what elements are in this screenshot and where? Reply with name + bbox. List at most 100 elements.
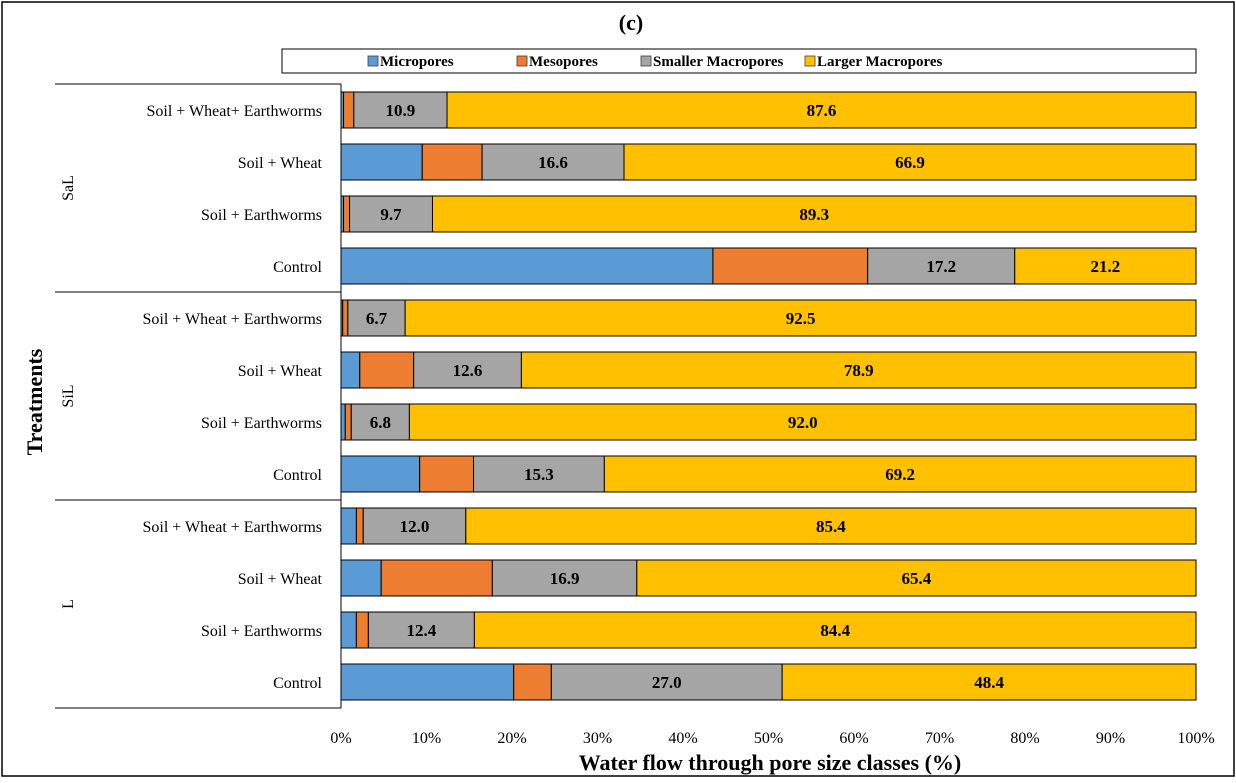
bar-segment (340, 403, 346, 441)
bar-segment (340, 611, 357, 649)
data-label: 48.4 (974, 673, 1004, 692)
x-tick-label: 40% (668, 730, 697, 747)
legend-label-larger-macropores: Larger Macropores (817, 54, 943, 70)
category-label: Control (273, 467, 322, 484)
bar-segment (340, 559, 382, 597)
data-label: 69.2 (885, 465, 915, 484)
bar-segment (355, 611, 369, 649)
legend-swatch-mesopores (516, 55, 528, 67)
x-tick-label: 20% (497, 730, 526, 747)
group-label: L (60, 599, 77, 609)
data-label: 92.0 (788, 413, 818, 432)
legend-label-mesopores: Mesopores (529, 54, 598, 70)
category-label: Soil + Wheat + Earthworms (143, 519, 323, 536)
legend-box (281, 48, 1197, 74)
bar-segment (421, 143, 483, 181)
legend-label-micropores: Micropores (380, 54, 454, 70)
data-label: 85.4 (816, 517, 846, 536)
y-axis-title: Treatments (22, 348, 47, 455)
bar-segment (350, 403, 410, 441)
bar-segment (359, 351, 415, 389)
chart-title: (c) (619, 10, 643, 35)
bar-segment (404, 299, 1197, 337)
category-label: Soil + Earthworms (201, 415, 322, 432)
bar-segment (446, 91, 1197, 129)
data-label: 10.9 (386, 101, 416, 120)
bar-segment (408, 403, 1197, 441)
data-label: 92.5 (786, 309, 816, 328)
bar-segment (623, 143, 1197, 181)
bar-segment (431, 195, 1197, 233)
bar-segment (342, 299, 349, 337)
data-label: 84.4 (820, 621, 850, 640)
data-label: 16.9 (550, 569, 580, 588)
category-label: Soil + Earthworms (201, 207, 322, 224)
category-label: Soil + Wheat+ Earthworms (147, 103, 323, 120)
bar-segment (355, 507, 364, 545)
bar-segment (340, 507, 357, 545)
bar-segment (520, 351, 1197, 389)
bar-segment (340, 247, 714, 285)
bar-segment (513, 663, 552, 701)
category-label: Soil + Wheat (238, 155, 323, 172)
bar-segment (362, 507, 467, 545)
bar-segment (344, 403, 352, 441)
x-tick-label: 10% (412, 730, 441, 747)
data-label: 66.9 (895, 153, 925, 172)
data-label: 65.4 (902, 569, 932, 588)
x-axis: 0% 10% 20% 30% 40% 50% 60% 70% 80% 90% 100% (330, 730, 1214, 747)
category-label: Control (273, 259, 322, 276)
bar-segment (340, 143, 423, 181)
data-label: 15.3 (524, 465, 554, 484)
bar-segment (419, 455, 475, 493)
legend-swatch-smaller-macropores (640, 55, 652, 67)
x-tick-label: 90% (1096, 730, 1125, 747)
bar-segment (473, 611, 1197, 649)
bar-segment (473, 455, 605, 493)
bar-segment (781, 663, 1197, 701)
bar-segment (340, 351, 361, 389)
data-label: 89.3 (799, 205, 829, 224)
bar-segment (712, 247, 869, 285)
x-tick-label: 30% (583, 730, 612, 747)
data-label: 12.4 (406, 621, 436, 640)
bar-segment (413, 351, 522, 389)
group-label: SaL (60, 175, 77, 201)
data-label: 17.2 (926, 257, 956, 276)
data-label: 16.6 (538, 153, 568, 172)
x-tick-label: 0% (330, 730, 351, 747)
y-axis: Soil + Wheat+ Earthworms Soil + Wheat Soil… (55, 83, 342, 709)
x-tick-label: 60% (839, 730, 868, 747)
bar-segment (465, 507, 1197, 545)
bar-segment (636, 559, 1197, 597)
data-label: 27.0 (652, 673, 682, 692)
bar-segment (349, 195, 433, 233)
category-label: Control (273, 675, 322, 692)
legend-swatch-micropores (367, 55, 379, 67)
bar-segment (550, 663, 783, 701)
bar-segment (603, 455, 1197, 493)
bar-segment (353, 91, 448, 129)
bar-segment (343, 91, 355, 129)
x-tick-label: 50% (754, 730, 783, 747)
category-label: Soil + Wheat (238, 363, 323, 380)
category-label: Soil + Wheat (238, 571, 323, 588)
bar-segment (340, 455, 421, 493)
bars-layer: 10.9 87.6 16.6 66.9 9.7 89.3 17.2 21.2 6.7 92.5 12… (340, 91, 1197, 701)
bar-segment (380, 559, 493, 597)
data-label: 12.6 (453, 361, 483, 380)
x-tick-label: 70% (925, 730, 954, 747)
bar-segment (340, 663, 515, 701)
data-label: 6.8 (370, 413, 391, 432)
legend-label-smaller-macropores: Smaller Macropores (653, 54, 784, 70)
x-tick-label: 80% (1010, 730, 1039, 747)
category-label: Soil + Earthworms (201, 623, 322, 640)
data-label: 78.9 (844, 361, 874, 380)
category-label: Soil + Wheat + Earthworms (143, 311, 323, 328)
bar-segment (343, 195, 351, 233)
legend: Micropores Mesopores Smaller Macropores Lar… (281, 48, 1197, 74)
legend-swatch-larger-macropores (804, 55, 816, 67)
data-label: 87.6 (807, 101, 837, 120)
